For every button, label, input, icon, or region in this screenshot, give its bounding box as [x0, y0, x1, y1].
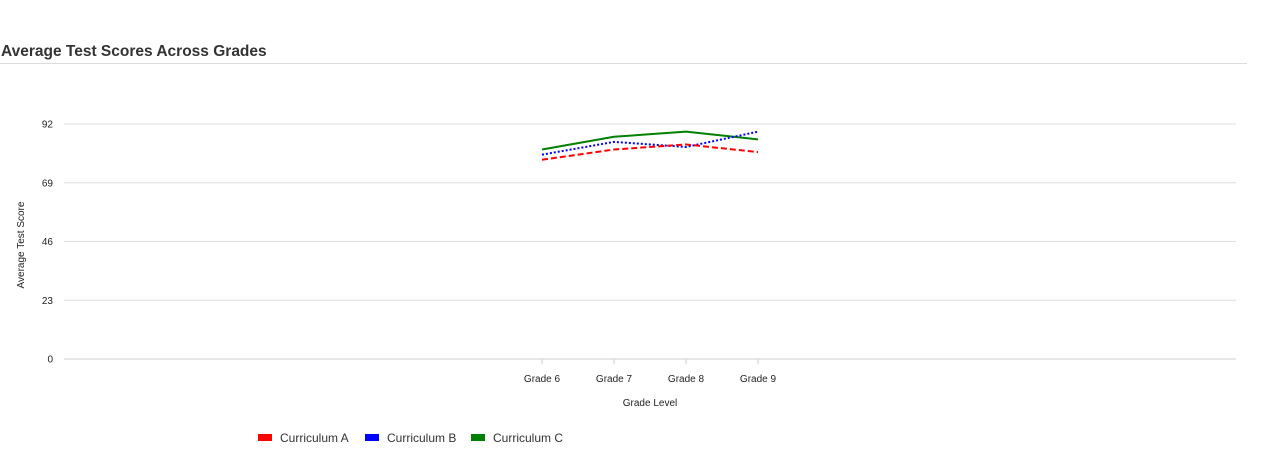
y-tick-label: 23: [42, 296, 54, 307]
legend-label: Curriculum B: [387, 431, 456, 445]
legend-swatch: [258, 434, 272, 441]
legend-swatch: [365, 434, 379, 441]
legend-label: Curriculum C: [493, 431, 563, 445]
chart-title: Average Test Scores Across Grades: [1, 43, 267, 60]
gridlines: [64, 123, 1236, 360]
y-axis-title: Average Test Score: [16, 201, 27, 288]
legend-label: Curriculum A: [280, 431, 349, 445]
series-line-curriculum-a: [541, 143, 759, 161]
x-tick-label: Grade 8: [668, 374, 705, 385]
x-tick-label: Grade 9: [740, 374, 777, 385]
y-axis-ticks: 0 23 46 69 92: [42, 120, 54, 366]
y-tick-label: 0: [47, 355, 53, 366]
legend-item-curriculum-a[interactable]: Curriculum A: [258, 431, 349, 445]
series-line-curriculum-c: [541, 130, 759, 151]
legend[interactable]: Curriculum A Curriculum B Curriculum C: [258, 431, 563, 445]
y-tick-label: 46: [42, 237, 54, 248]
y-tick-label: 69: [42, 178, 54, 189]
x-tick-label: Grade 6: [524, 374, 561, 385]
legend-swatch: [471, 434, 485, 441]
series-lines: [541, 130, 759, 161]
x-tick-label: Grade 7: [596, 374, 633, 385]
x-axis-title: Grade Level: [623, 398, 677, 409]
legend-item-curriculum-c[interactable]: Curriculum C: [471, 431, 563, 445]
series-line-curriculum-b: [541, 130, 759, 156]
legend-item-curriculum-b[interactable]: Curriculum B: [365, 431, 456, 445]
chart-header: Average Test Scores Across Grades: [0, 40, 1247, 64]
y-tick-label: 92: [42, 120, 54, 131]
x-axis-ticks: Grade 6 Grade 7 Grade 8 Grade 9: [524, 359, 777, 385]
